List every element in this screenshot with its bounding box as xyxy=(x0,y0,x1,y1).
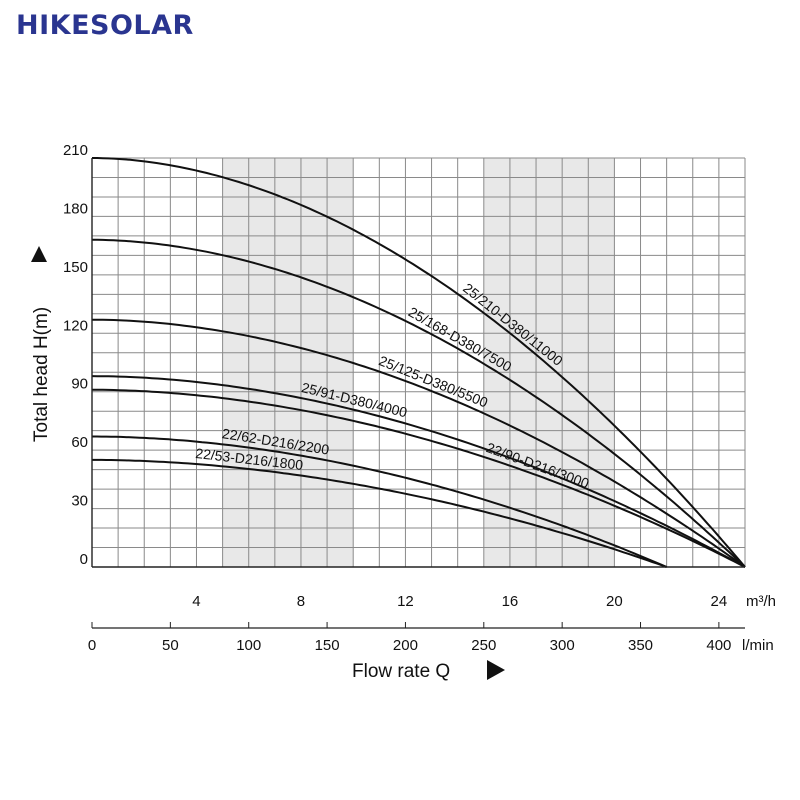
x-tick-label-m3h: 4 xyxy=(192,593,200,610)
y-tick-label: 60 xyxy=(71,434,88,451)
x-unit-lmin: l/min xyxy=(742,637,774,654)
brand-logo: HIKESOLAR xyxy=(16,10,194,41)
curve-25/125-D380/5500 xyxy=(92,318,746,568)
x-axis-arrow xyxy=(487,660,505,680)
curve-22/90-D216/3000 xyxy=(92,388,746,568)
x-tick-label-lmin: 300 xyxy=(550,637,575,654)
x-tick-label-lmin: 200 xyxy=(393,637,418,654)
y-tick-label: 210 xyxy=(63,142,88,159)
y-tick-label: 150 xyxy=(63,259,88,276)
x-tick-label-m3h: 16 xyxy=(502,593,519,610)
x-axis-label: Flow rate Q xyxy=(352,661,450,682)
x-tick-label-lmin: 250 xyxy=(471,637,496,654)
y-tick-label: 90 xyxy=(71,376,88,393)
curve-22/53-D216/1800 xyxy=(92,458,667,568)
curve-25/168-D380/7500 xyxy=(92,238,746,568)
x-tick-label-lmin: 400 xyxy=(706,637,731,654)
x-tick-label-m3h: 24 xyxy=(711,593,728,610)
x-tick-label-lmin: 0 xyxy=(88,637,96,654)
y-tick-label: 30 xyxy=(71,493,88,510)
x-tick-label-lmin: 150 xyxy=(315,637,340,654)
shaded-bands xyxy=(222,158,615,567)
shaded-band-1 xyxy=(483,158,615,567)
x-unit-m3h: m³/h xyxy=(746,593,776,610)
x-tick-label-lmin: 100 xyxy=(236,637,261,654)
curve-25/210-D380/11000 xyxy=(92,157,746,568)
x-tick-labels-lmin: 0 50 100 150 200 250 300 350 400 xyxy=(88,622,731,654)
y-tick-label: 0 xyxy=(80,551,88,568)
x-tick-label-m3h: 12 xyxy=(397,593,414,610)
y-tick-labels: 0 30 60 90 120 150 180 210 xyxy=(63,142,88,568)
curve-25/91-D380/4000 xyxy=(91,375,746,568)
shaded-band-0 xyxy=(222,158,354,567)
curve-22/62-D216/2200 xyxy=(92,435,668,568)
x-tick-label-m3h: 8 xyxy=(297,593,305,610)
x-tick-labels-m3h: 4 8 12 16 20 24 xyxy=(192,593,727,610)
x-tick-label-m3h: 20 xyxy=(606,593,623,610)
y-tick-label: 180 xyxy=(63,200,88,217)
y-axis-label: Total head H(m) xyxy=(31,307,52,442)
pump-curves xyxy=(91,157,746,568)
x-tick-label-lmin: 50 xyxy=(162,637,179,654)
chart-grid xyxy=(92,157,746,567)
y-tick-label: 120 xyxy=(63,317,88,334)
x-tick-label-lmin: 350 xyxy=(628,637,653,654)
y-axis-arrow xyxy=(31,246,47,262)
